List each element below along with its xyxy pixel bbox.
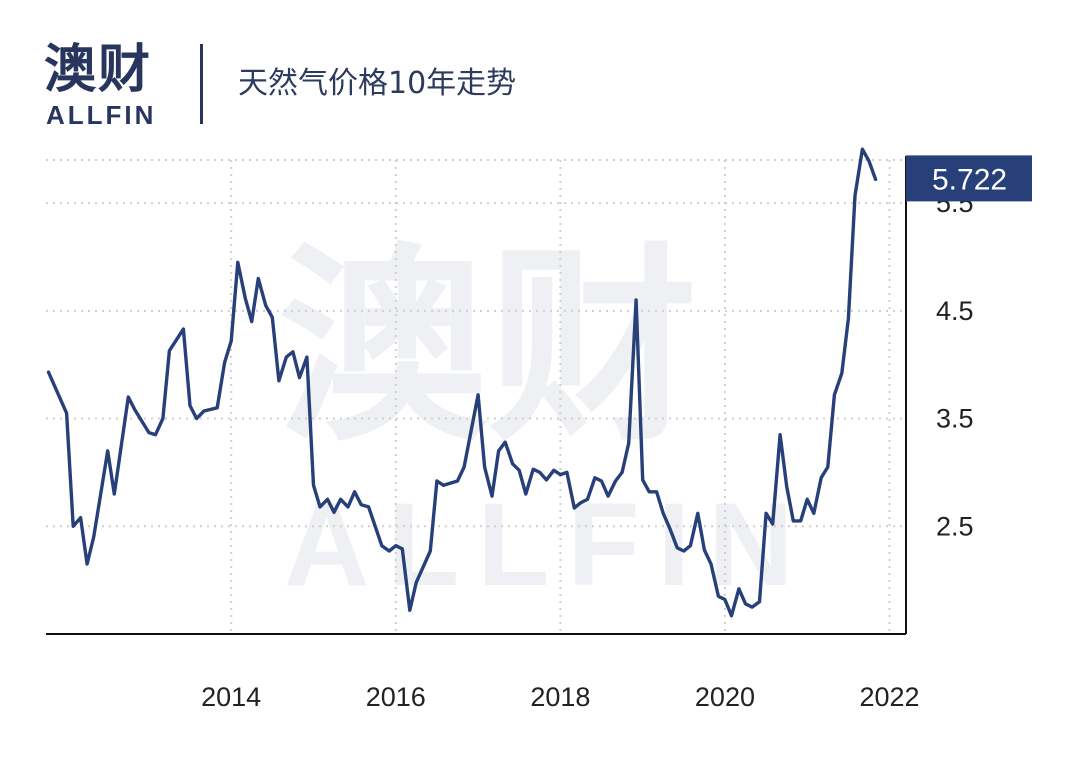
series-line	[46, 147, 878, 618]
y-tick-label: 2.5	[936, 511, 974, 541]
x-tick-label: 2018	[530, 682, 590, 712]
watermark: 澳财 ALLFIN	[278, 225, 811, 611]
y-tick-label: 4.5	[936, 296, 974, 326]
last-value-badge-bg	[906, 155, 1032, 202]
last-value-label: 5.722	[932, 163, 1007, 196]
x-tick-label: 2014	[201, 682, 261, 712]
brand-logo-cn: 澳财	[44, 40, 153, 100]
last-value-badge: 5.722	[906, 155, 1032, 202]
x-tick-label: 2016	[366, 682, 426, 712]
axes	[46, 156, 907, 635]
header-divider	[200, 44, 203, 124]
x-tick-label: 2020	[695, 682, 755, 712]
brand-logo-en: ALLFIN	[46, 100, 157, 130]
x-tick-label: 2022	[860, 682, 920, 712]
chart-title: 天然气价格10年走势	[238, 66, 517, 101]
y-tick-label: 3.5	[936, 404, 974, 434]
series	[46, 147, 878, 618]
gridlines	[46, 159, 906, 634]
chart-header: 澳财 ALLFIN 天然气价格10年走势	[0, 0, 1080, 140]
watermark-en: ALLFIN	[284, 479, 811, 611]
